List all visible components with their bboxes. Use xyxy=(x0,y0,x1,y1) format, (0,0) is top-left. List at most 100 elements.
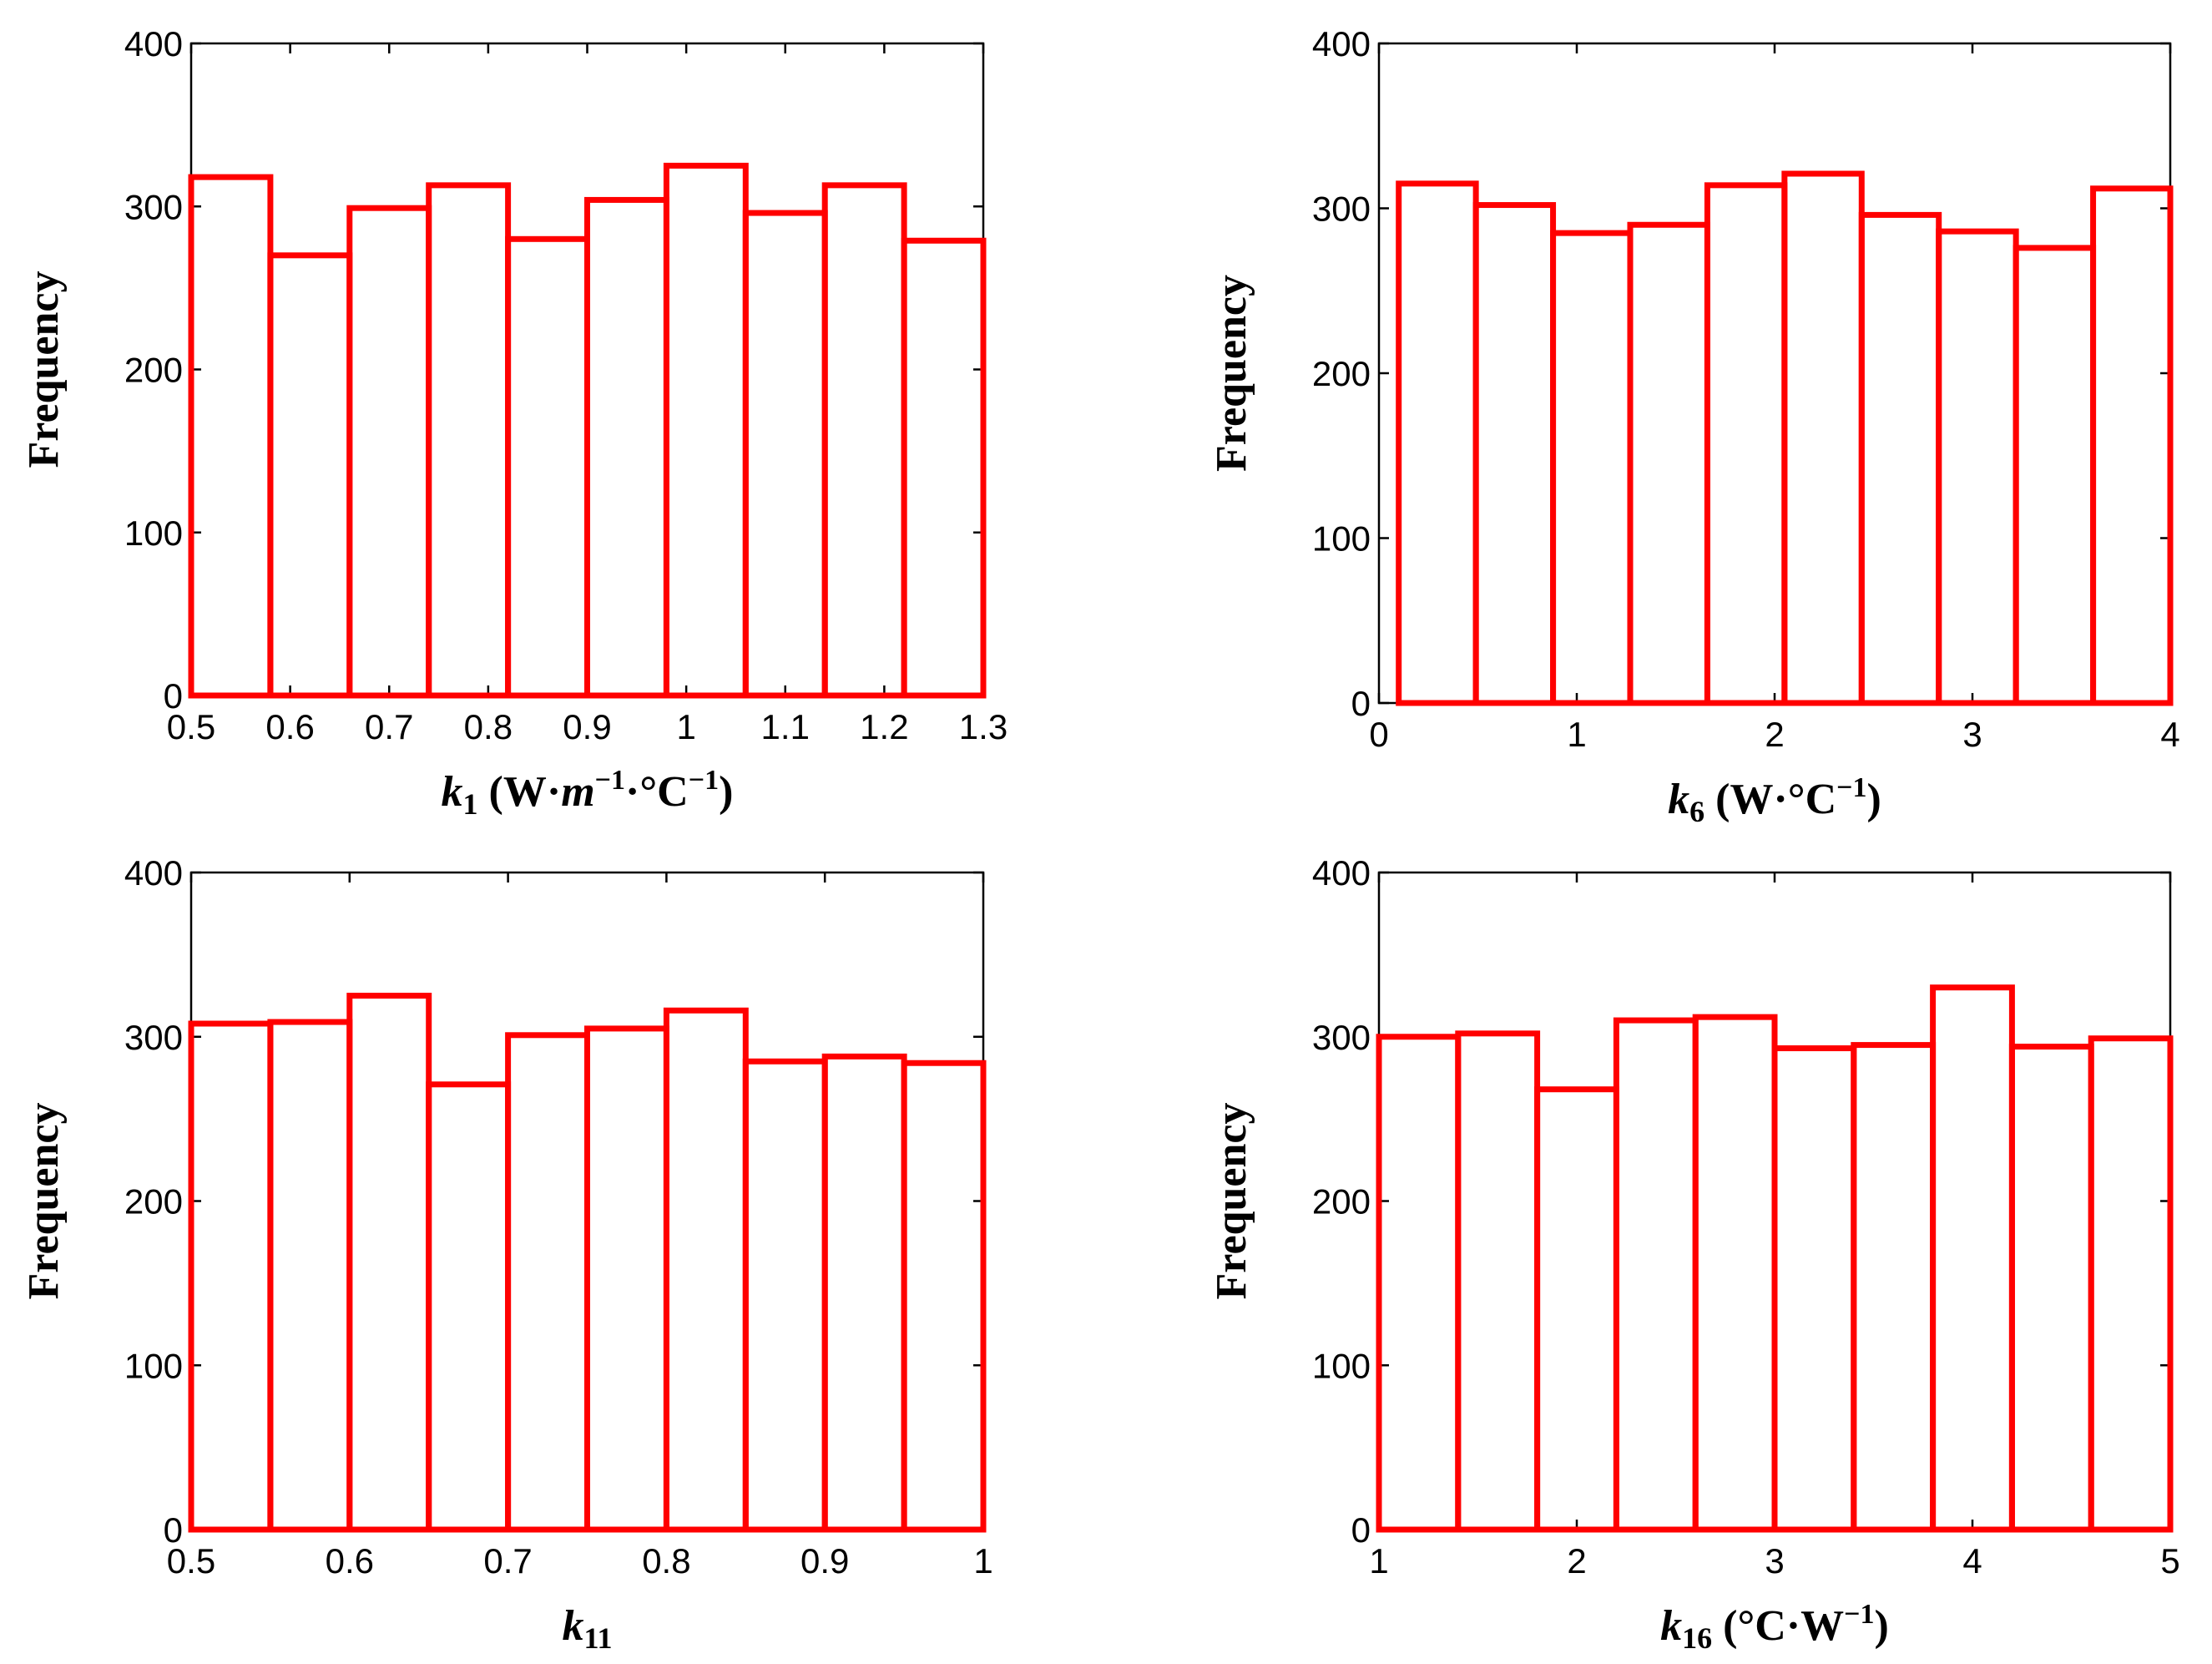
x-tick-label: 0.8 xyxy=(464,707,513,746)
x-label-sub: 11 xyxy=(583,1621,612,1655)
x-tick-label: 0.9 xyxy=(563,707,611,746)
histogram-bar xyxy=(267,1019,353,1533)
x-axis-label: k1 (W·m−1·°C−1) xyxy=(442,765,734,821)
y-tick-label: 400 xyxy=(1312,853,1371,893)
y-tick-label: 300 xyxy=(124,187,183,226)
x-label-part: ) xyxy=(719,768,733,816)
axes-box xyxy=(1377,42,2172,705)
x-tick-label: 1.1 xyxy=(761,707,810,746)
y-axis-label: Frequency xyxy=(20,1103,68,1300)
histogram-bar xyxy=(1613,1017,1699,1533)
y-tick-label: 100 xyxy=(1312,1346,1371,1385)
x-tick-label: 3 xyxy=(1765,1541,1784,1581)
x-tick-label: 0 xyxy=(1369,715,1388,754)
x-tick-label: 1 xyxy=(1369,1541,1388,1581)
x-label-part: ·°C xyxy=(625,768,689,816)
histogram-bar xyxy=(1771,1045,1857,1533)
histogram-bar xyxy=(1534,1086,1619,1533)
x-label-part: ) xyxy=(1875,1602,1889,1650)
histogram-bar xyxy=(584,196,669,699)
histogram-bar xyxy=(742,1058,828,1533)
x-label-part: (W· xyxy=(478,768,562,816)
histogram-bar xyxy=(188,1020,274,1533)
y-tick-label: 0 xyxy=(1351,1510,1371,1550)
histogram-bar xyxy=(1704,182,1788,706)
x-tick-label: 1.3 xyxy=(959,707,1008,746)
y-tick-label: 0 xyxy=(164,1510,183,1550)
x-label-sub: 6 xyxy=(1689,795,1704,828)
histogram-bar xyxy=(1472,202,1557,706)
x-label-var: k xyxy=(442,768,463,816)
x-tick-label: 2 xyxy=(1765,715,1784,754)
histogram-bar xyxy=(1858,211,1942,706)
x-tick-label: 0.9 xyxy=(800,1541,849,1581)
x-label-part: (W·°C xyxy=(1704,776,1836,823)
x-tick-label: 3 xyxy=(1962,715,1982,754)
x-tick-label: 0.7 xyxy=(365,707,413,746)
histogram-bar xyxy=(1627,221,1710,706)
y-tick-label: 300 xyxy=(124,1018,183,1057)
x-label-var: k xyxy=(1660,1602,1682,1650)
histogram-bar xyxy=(663,1007,749,1533)
y-tick-label: 400 xyxy=(124,24,183,63)
histogram-bar xyxy=(1930,984,2015,1533)
chart-panel-4: 0 100 200 300 400 1 2 3 4 5 Frequency k16 (°C·W−1) xyxy=(1208,853,2180,1655)
x-tick-label: 4 xyxy=(2160,715,2179,754)
x-tick-label: 1 xyxy=(973,1541,992,1581)
histogram-bar xyxy=(1550,230,1634,706)
chart-panel-1: 0 100 200 300 400 0.5 0.6 0.7 0.8 0.9 1 1.1 1.2 1.3 Fr… xyxy=(20,24,1008,821)
histogram-bar xyxy=(901,1060,987,1533)
x-label-sub: 16 xyxy=(1682,1621,1712,1655)
histogram-bar xyxy=(346,993,432,1533)
x-label-sup: −1 xyxy=(595,765,625,796)
x-label-sup: −1 xyxy=(1836,772,1866,803)
histogram-bar xyxy=(584,1025,669,1533)
x-tick-label: 0.6 xyxy=(326,1541,374,1581)
x-tick-label: 4 xyxy=(1962,1541,1982,1581)
histogram-bar xyxy=(2088,1035,2174,1533)
x-label-part: (°C·W xyxy=(1712,1602,1844,1650)
histogram-bar xyxy=(2013,245,2097,706)
y-tick-label: 200 xyxy=(1312,1182,1371,1221)
histogram-bar xyxy=(821,1053,907,1533)
x-tick-label: 2 xyxy=(1567,1541,1586,1581)
y-tick-label: 100 xyxy=(1312,519,1371,559)
histogram-bar xyxy=(1936,228,2019,706)
histogram-bar xyxy=(1376,1034,1462,1533)
x-axis-label: k16 (°C·W−1) xyxy=(1660,1599,1889,1655)
histogram-bar xyxy=(346,205,432,699)
y-tick-label: 0 xyxy=(164,676,183,716)
x-axis-label: k6 (W·°C−1) xyxy=(1668,772,1881,828)
x-axis-label: k11 xyxy=(562,1602,612,1655)
x-tick-label: 0.6 xyxy=(265,707,314,746)
histogram-bar xyxy=(2090,185,2174,706)
y-tick-label: 400 xyxy=(1312,24,1371,63)
y-tick-label: 400 xyxy=(124,853,183,893)
x-label-sub: 1 xyxy=(463,787,478,821)
histogram-bar xyxy=(1455,1030,1541,1533)
x-tick-label: 0.5 xyxy=(167,707,215,746)
x-label-part: m xyxy=(561,768,594,816)
histogram-bar xyxy=(901,237,987,699)
chart-panel-2: 0 100 200 300 400 0 1 2 3 4 Frequency k6 (W·°C−1) xyxy=(1208,24,2180,828)
y-axis-label: Frequency xyxy=(1208,1103,1255,1300)
chart-panel-3: 0 100 200 300 400 0.5 0.6 0.7 0.8 0.9 1 Frequency k1… xyxy=(20,853,993,1655)
y-axis-label: Frequency xyxy=(1208,275,1255,472)
histogram-bar xyxy=(1692,1014,1778,1533)
histogram-bar xyxy=(426,1081,512,1533)
x-label-sup: −1 xyxy=(689,765,719,796)
y-tick-label: 300 xyxy=(1312,190,1371,229)
histogram-bar xyxy=(505,1032,590,1533)
histogram-bar xyxy=(1851,1042,1937,1533)
y-tick-label: 200 xyxy=(1312,354,1371,393)
histogram-bar xyxy=(267,252,353,699)
x-label-sup: −1 xyxy=(1844,1599,1874,1630)
y-tick-label: 200 xyxy=(124,351,183,390)
histogram-bar xyxy=(663,162,749,699)
y-tick-label: 100 xyxy=(124,513,183,553)
histogram-bar xyxy=(821,182,907,699)
y-axis-label: Frequency xyxy=(20,271,68,468)
histogram-bar xyxy=(1781,170,1865,706)
histogram-bar xyxy=(426,182,512,699)
